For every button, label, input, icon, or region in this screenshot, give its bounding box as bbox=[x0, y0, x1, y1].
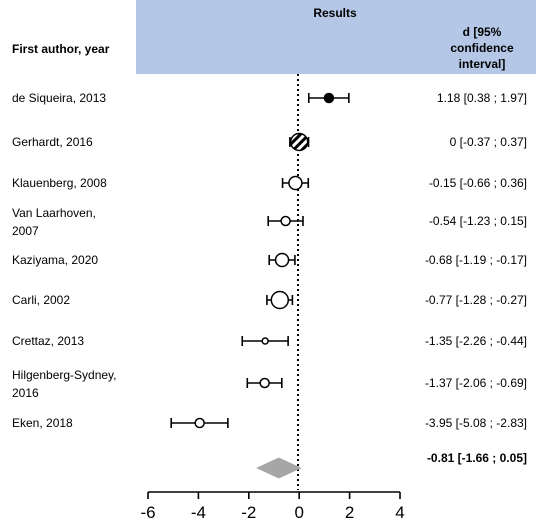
x-tick-label: 2 bbox=[345, 503, 354, 522]
effect-ci-text: -1.37 [-2.06 ; -0.69] bbox=[425, 376, 527, 390]
study-row: Eken, 2018 -3.95 [-5.08 ; -2.83] bbox=[12, 416, 527, 430]
point-estimate-marker bbox=[289, 132, 309, 152]
study-row: Klauenberg, 2008 -0.15 [-0.66 ; 0.36] bbox=[12, 175, 527, 191]
effect-ci-text: -0.15 [-0.66 ; 0.36] bbox=[429, 176, 527, 190]
point-estimate-marker bbox=[270, 290, 290, 310]
study-label: 2007 bbox=[12, 224, 39, 238]
study-label: Eken, 2018 bbox=[12, 416, 73, 430]
study-label: Kaziyama, 2020 bbox=[12, 253, 98, 267]
summary-row: -0.81 [-1.66 ; 0.05] bbox=[256, 451, 527, 479]
effect-ci-text: 0 [-0.37 ; 0.37] bbox=[450, 135, 527, 149]
study-rows: de Siqueira, 2013 1.18 [0.38 ; 1.97] Gerha… bbox=[12, 91, 527, 479]
summary-effect-text: -0.81 [-1.66 ; 0.05] bbox=[427, 451, 527, 465]
study-row: Hilgenberg-Sydney, 2016 -1.37 [-2.06 ; -0.… bbox=[12, 368, 527, 400]
study-row: Gerhardt, 2016 0 [-0.37 ; 0.37] bbox=[12, 132, 527, 152]
point-estimate-marker bbox=[323, 92, 335, 104]
study-row: Crettaz, 2013 -1.35 [-2.26 ; -0.44] bbox=[12, 334, 527, 348]
study-label: 2016 bbox=[12, 386, 39, 400]
study-label: Crettaz, 2013 bbox=[12, 334, 84, 348]
effect-ci-text: -0.68 [-1.19 ; -0.17] bbox=[425, 253, 527, 267]
point-estimate-marker bbox=[288, 175, 303, 191]
header-band bbox=[136, 0, 536, 74]
study-row: de Siqueira, 2013 1.18 [0.38 ; 1.97] bbox=[12, 91, 527, 105]
effect-ci-text: -0.54 [-1.23 ; 0.15] bbox=[429, 214, 527, 228]
study-label: Carli, 2002 bbox=[12, 293, 70, 307]
effect-ci-text: -3.95 [-5.08 ; -2.83] bbox=[425, 416, 527, 430]
header-title: Results bbox=[313, 6, 357, 20]
point-estimate-marker bbox=[194, 417, 205, 429]
point-estimate-marker bbox=[261, 337, 269, 345]
point-estimate-marker bbox=[280, 215, 291, 227]
effect-ci-text: 1.18 [0.38 ; 1.97] bbox=[437, 91, 527, 105]
x-axis: -6 -4 -2 0 2 4 bbox=[140, 491, 405, 522]
x-tick-label: 4 bbox=[395, 503, 404, 522]
study-label: Van Laarhoven, bbox=[12, 206, 96, 220]
x-tick-label: -2 bbox=[241, 503, 256, 522]
study-label: Klauenberg, 2008 bbox=[12, 176, 107, 190]
x-tick-label: 0 bbox=[294, 503, 303, 522]
column-header-effect-line-2: confidence bbox=[450, 41, 514, 55]
effect-ci-text: -0.77 [-1.28 ; -0.27] bbox=[425, 293, 527, 307]
study-label: de Siqueira, 2013 bbox=[12, 91, 106, 105]
column-header-effect-line-3: interval] bbox=[459, 57, 506, 71]
point-estimate-marker bbox=[274, 252, 290, 268]
point-estimate-marker bbox=[259, 377, 270, 389]
column-header-author: First author, year bbox=[12, 42, 110, 56]
effect-ci-text: -1.35 [-2.26 ; -0.44] bbox=[425, 334, 527, 348]
study-label: Hilgenberg-Sydney, bbox=[12, 368, 117, 382]
study-row: Carli, 2002 -0.77 [-1.28 ; -0.27] bbox=[12, 290, 527, 310]
study-row: Kaziyama, 2020 -0.68 [-1.19 ; -0.17] bbox=[12, 252, 527, 268]
study-row: Van Laarhoven, 2007 -0.54 [-1.23 ; 0.15] bbox=[12, 206, 527, 238]
x-tick-label: -4 bbox=[191, 503, 206, 522]
study-label: Gerhardt, 2016 bbox=[12, 135, 93, 149]
x-tick-label: -6 bbox=[140, 503, 155, 522]
summary-diamond bbox=[256, 457, 302, 479]
column-header-effect-line-1: d [95% bbox=[463, 25, 502, 39]
